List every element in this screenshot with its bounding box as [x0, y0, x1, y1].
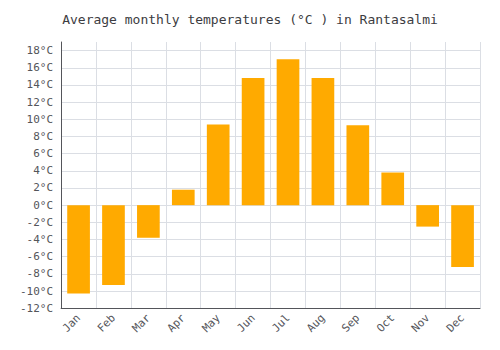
svg-text:4°C: 4°C: [33, 164, 53, 177]
svg-text:10°C: 10°C: [27, 113, 54, 126]
svg-text:Nov: Nov: [409, 311, 432, 334]
svg-text:-10°C: -10°C: [20, 285, 53, 298]
svg-text:Sep: Sep: [339, 312, 362, 335]
svg-text:Aug: Aug: [304, 312, 327, 335]
svg-text:Jan: Jan: [60, 312, 83, 335]
svg-text:Jul: Jul: [269, 312, 292, 335]
svg-text:Dec: Dec: [444, 312, 467, 335]
svg-text:12°C: 12°C: [27, 96, 54, 109]
svg-text:-6°C: -6°C: [27, 250, 54, 263]
svg-text:Jun: Jun: [234, 312, 257, 335]
svg-text:0°C: 0°C: [33, 199, 53, 212]
svg-text:-4°C: -4°C: [27, 233, 54, 246]
svg-text:2°C: 2°C: [33, 181, 53, 194]
svg-text:16°C: 16°C: [27, 61, 54, 74]
svg-text:Average monthly temperatures (: Average monthly temperatures (°C ) in Ra…: [62, 12, 438, 27]
svg-text:18°C: 18°C: [27, 44, 54, 57]
svg-text:Oct: Oct: [374, 312, 397, 335]
svg-text:-2°C: -2°C: [27, 216, 54, 229]
svg-text:14°C: 14°C: [27, 78, 54, 91]
svg-text:Feb: Feb: [95, 312, 118, 335]
svg-text:Mar: Mar: [130, 311, 153, 334]
svg-text:8°C: 8°C: [33, 130, 53, 143]
svg-text:-12°C: -12°C: [20, 302, 53, 315]
svg-text:Apr: Apr: [165, 311, 188, 334]
svg-text:6°C: 6°C: [33, 147, 53, 160]
svg-text:-8°C: -8°C: [27, 267, 54, 280]
svg-text:May: May: [200, 311, 223, 334]
